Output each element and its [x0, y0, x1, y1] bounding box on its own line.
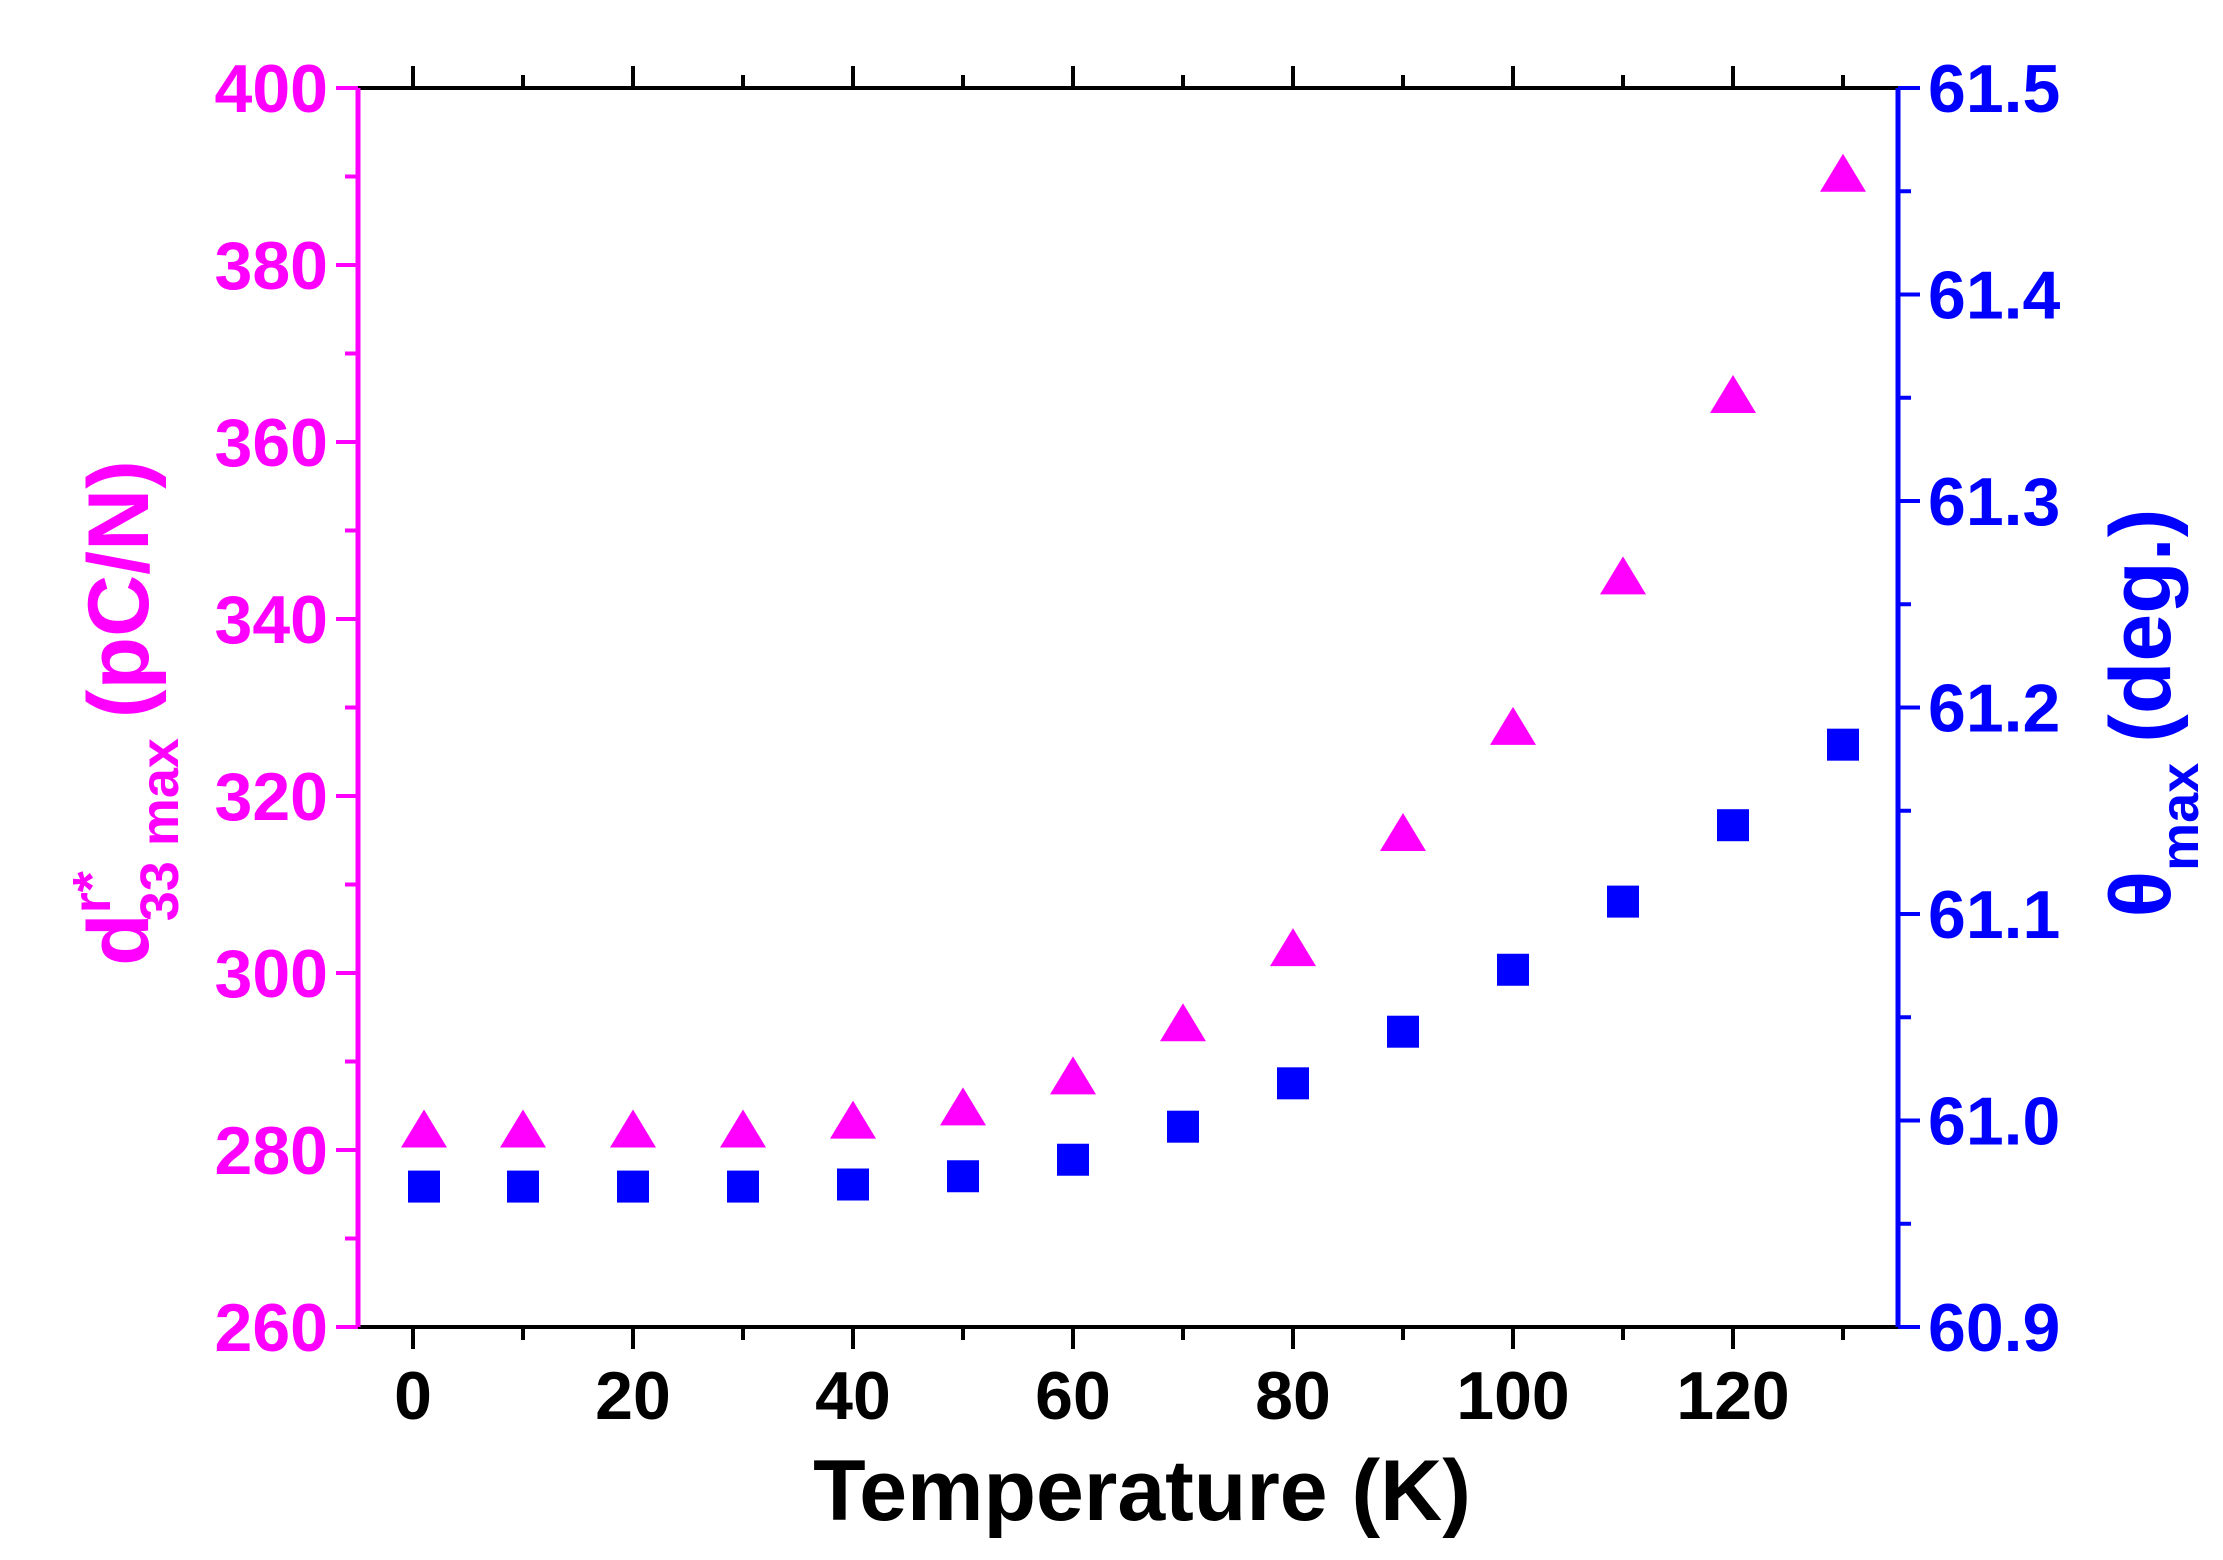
left-y-axis-ticks: 260 280 300 320 340 360 380 400 [215, 51, 358, 1366]
square-point [1607, 885, 1639, 918]
data-marks [401, 153, 1866, 1203]
plot-frame [355, 86, 1901, 1329]
left-y-tick-label: 300 [215, 936, 328, 1012]
right-y-axis-ticks: 60.9 61.0 61.1 61.2 61.3 61.4 61.5 [1898, 51, 2061, 1366]
left-y-axis-title-unit: (pC/N) [71, 460, 167, 718]
triangle-point [1820, 153, 1866, 192]
right-y-axis-title-unit: (deg.) [2093, 509, 2189, 743]
triangle-point [1490, 706, 1536, 745]
left-y-tick-label: 340 [215, 582, 328, 658]
triangle-point [1050, 1056, 1096, 1095]
left-y-tick-label: 380 [215, 228, 328, 304]
square-point [1277, 1067, 1309, 1100]
triangle-point [500, 1109, 546, 1148]
x-axis-ticks: 0 20 40 60 80 100 120 [394, 66, 1845, 1434]
square-point [507, 1170, 539, 1203]
x-tick-label: 100 [1456, 1358, 1569, 1434]
left-y-tick-label: 260 [215, 1290, 328, 1366]
square-point [727, 1170, 759, 1203]
triangle-point [1710, 374, 1756, 413]
triangle-point [940, 1087, 986, 1126]
left-y-axis-title-main: d [71, 913, 167, 966]
left-y-axis-title: dr* 33 max (pC/N) [62, 460, 190, 966]
left-y-axis-title-sub: 33 max [130, 738, 190, 921]
x-tick-label: 120 [1676, 1358, 1789, 1434]
left-y-tick-label: 400 [215, 51, 328, 127]
triangle-point [1160, 1003, 1206, 1042]
right-y-tick-label: 61.2 [1928, 671, 2060, 747]
triangle-point [1270, 928, 1316, 967]
square-point [1827, 728, 1859, 761]
square-point [947, 1160, 979, 1193]
left-y-tick-label: 360 [215, 405, 328, 481]
right-y-axis-title-sub: max [2150, 763, 2210, 871]
right-y-tick-label: 61.5 [1928, 51, 2060, 127]
square-point [1387, 1015, 1419, 1048]
square-point [1497, 953, 1529, 986]
right-y-tick-label: 60.9 [1928, 1290, 2060, 1366]
left-y-axis-title-sup: r* [62, 871, 122, 913]
x-tick-label: 80 [1255, 1358, 1331, 1434]
right-y-tick-label: 61.4 [1928, 258, 2061, 334]
square-point [1167, 1110, 1199, 1143]
left-y-tick-label: 280 [215, 1113, 328, 1189]
x-tick-label: 0 [394, 1358, 432, 1434]
square-point [408, 1170, 440, 1203]
triangle-point [610, 1109, 656, 1148]
x-tick-label: 40 [815, 1358, 891, 1434]
triangle-point [1380, 813, 1426, 852]
triangle-point [401, 1109, 447, 1148]
square-point [837, 1168, 869, 1201]
right-y-axis-title: θmax (deg.) [2093, 509, 2210, 918]
right-y-tick-label: 61.1 [1928, 877, 2060, 953]
square-point [1057, 1143, 1089, 1176]
triangle-point [1600, 556, 1646, 595]
right-y-axis-title-main: θ [2093, 871, 2189, 918]
square-point [1717, 809, 1749, 842]
square-point [617, 1170, 649, 1203]
x-axis-title: Temperature (K) [813, 1443, 1471, 1539]
right-y-tick-label: 61.0 [1928, 1084, 2060, 1160]
left-y-tick-label: 320 [215, 759, 328, 835]
right-y-tick-label: 61.3 [1928, 464, 2060, 540]
triangle-point [720, 1109, 766, 1148]
x-tick-label: 20 [595, 1358, 671, 1434]
triangle-point [830, 1100, 876, 1139]
x-tick-label: 60 [1035, 1358, 1111, 1434]
